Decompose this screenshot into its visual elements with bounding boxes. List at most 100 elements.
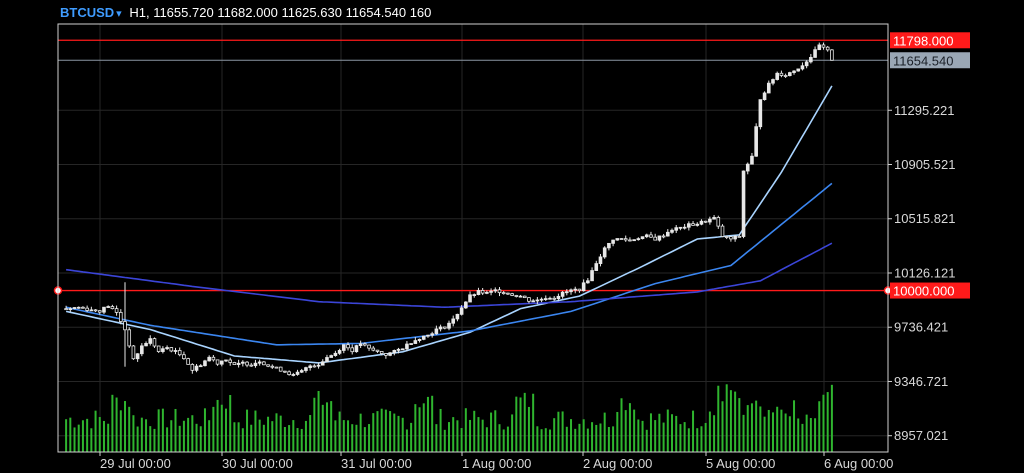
candle bbox=[396, 347, 401, 354]
candle bbox=[413, 337, 418, 344]
candle bbox=[194, 363, 199, 373]
candle bbox=[809, 53, 813, 64]
candle-body bbox=[716, 217, 721, 227]
candle bbox=[766, 80, 771, 94]
candle-body bbox=[792, 70, 796, 73]
candle bbox=[266, 364, 270, 368]
volume-bar bbox=[351, 424, 354, 452]
candle bbox=[320, 359, 325, 366]
candle-body bbox=[535, 299, 540, 302]
candle-body bbox=[783, 75, 788, 77]
candle bbox=[649, 231, 653, 238]
candle-body bbox=[708, 218, 712, 223]
candle bbox=[682, 223, 687, 230]
candle bbox=[72, 307, 77, 310]
candle bbox=[312, 364, 317, 368]
volume-bar bbox=[199, 426, 202, 452]
candle bbox=[619, 238, 624, 240]
volume-bar bbox=[342, 420, 345, 452]
volume-bar bbox=[330, 401, 333, 452]
volume-bar bbox=[292, 420, 295, 452]
volume-bar bbox=[208, 420, 211, 452]
volume-bar bbox=[145, 419, 148, 452]
candle-body bbox=[417, 338, 422, 341]
volume-bar bbox=[246, 409, 249, 452]
candle-body bbox=[89, 309, 94, 312]
candle bbox=[379, 350, 384, 356]
candle-body bbox=[775, 72, 779, 80]
candle-body bbox=[653, 236, 657, 241]
volume-bar bbox=[578, 423, 581, 452]
candle-body bbox=[501, 292, 506, 295]
candle-body bbox=[720, 225, 725, 237]
volume-bar bbox=[140, 417, 143, 452]
candle bbox=[325, 354, 329, 363]
candle-body bbox=[531, 300, 535, 303]
candle-body bbox=[409, 343, 413, 345]
volume-bar bbox=[426, 396, 429, 452]
volume-bar bbox=[788, 416, 791, 452]
candle-body bbox=[712, 217, 716, 220]
chart-frame bbox=[57, 23, 889, 453]
volume-bar bbox=[431, 395, 434, 452]
symbol-label[interactable]: BTCUSD bbox=[60, 5, 115, 20]
volume-bar bbox=[94, 410, 97, 452]
volume-bar bbox=[216, 399, 219, 452]
candle bbox=[535, 297, 540, 305]
candle-body bbox=[594, 263, 599, 271]
volume-bar bbox=[119, 410, 122, 452]
volume-bar bbox=[376, 411, 379, 452]
price-tick-label: 11295.221 bbox=[894, 103, 955, 118]
candle-body bbox=[825, 46, 830, 51]
high-value: 11682.000 bbox=[217, 5, 278, 20]
volume-bar bbox=[98, 417, 101, 452]
volume-bar bbox=[372, 413, 375, 452]
candle bbox=[510, 292, 514, 297]
candle bbox=[451, 315, 456, 327]
candle-body bbox=[182, 354, 186, 360]
candle bbox=[434, 325, 439, 335]
candle-body bbox=[291, 374, 296, 376]
candle bbox=[754, 123, 758, 157]
candle bbox=[813, 46, 817, 58]
volume-bar bbox=[212, 406, 215, 452]
candle bbox=[299, 368, 304, 374]
candle-body bbox=[468, 294, 472, 303]
volume-bar bbox=[548, 429, 551, 452]
volume-bar bbox=[191, 415, 194, 452]
volume-bar bbox=[591, 422, 594, 452]
candle-body bbox=[93, 309, 98, 312]
candle-body bbox=[219, 360, 224, 365]
candle bbox=[119, 309, 123, 325]
symbol-dropdown-icon[interactable]: ▾ bbox=[116, 8, 122, 20]
candle bbox=[716, 215, 721, 229]
candle bbox=[354, 344, 359, 353]
volume-bar bbox=[435, 424, 438, 452]
candle bbox=[796, 68, 801, 72]
volume-bar bbox=[729, 390, 732, 452]
candle bbox=[308, 364, 312, 371]
volume-bar bbox=[713, 415, 716, 452]
candle-body bbox=[421, 335, 426, 340]
time-tick-label: 31 Jul 00:00 bbox=[341, 456, 412, 471]
volume-bar bbox=[288, 425, 291, 452]
volume-bar bbox=[805, 414, 808, 452]
candle-body bbox=[384, 353, 388, 356]
candle bbox=[97, 310, 102, 315]
candle-body bbox=[489, 290, 493, 293]
volume-bar bbox=[464, 408, 467, 452]
candle-body bbox=[114, 308, 119, 313]
candle bbox=[346, 342, 350, 351]
candle-body bbox=[388, 352, 392, 356]
candle-body bbox=[320, 361, 325, 366]
candle bbox=[758, 99, 763, 130]
candle-body bbox=[81, 306, 85, 309]
candle-body bbox=[766, 82, 771, 94]
candle bbox=[114, 305, 119, 316]
volume-bar bbox=[107, 423, 110, 452]
volume-bar bbox=[250, 424, 253, 452]
volume-bar bbox=[384, 409, 387, 452]
candle-body bbox=[745, 163, 750, 172]
